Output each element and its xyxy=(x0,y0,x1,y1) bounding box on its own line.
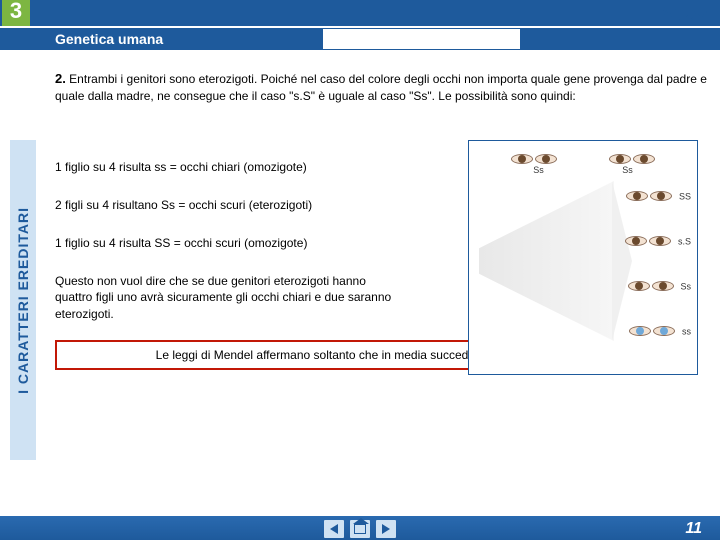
eye-pair-icon xyxy=(628,281,674,293)
publisher-logo: Atlas xyxy=(639,4,708,27)
sidebar: I CARATTERI EREDITARI xyxy=(10,140,36,460)
chapter-title: Genetica umana xyxy=(55,31,163,47)
title-bar: Genetica umana xyxy=(0,28,720,50)
prev-button[interactable] xyxy=(324,520,344,538)
intro-paragraph: 2. Entrambi i genitori sono eterozigoti.… xyxy=(55,70,708,104)
punnett-diagram: Ss Ss SS s.S Ss ss xyxy=(468,140,698,375)
home-button[interactable] xyxy=(350,520,370,538)
eye-pair-icon xyxy=(629,326,675,338)
eye-pair-icon xyxy=(625,236,671,248)
offspring-row: SS xyxy=(626,191,691,203)
offspring-row: ss xyxy=(629,326,691,338)
intro-lead: 2. xyxy=(55,71,66,86)
sidebar-label: I CARATTERI EREDITARI xyxy=(15,207,31,394)
outcome-item: 1 figlio su 4 risulta SS = occhi scuri (… xyxy=(55,235,325,251)
intro-text: Entrambi i genitori sono eterozigoti. Po… xyxy=(55,72,707,103)
page-number: 11 xyxy=(685,520,702,538)
top-bar: 3 xyxy=(0,0,720,26)
home-icon xyxy=(354,524,366,534)
arrow-right-icon xyxy=(382,524,390,534)
arrow-left-icon xyxy=(330,524,338,534)
outcome-item: 1 figlio su 4 risulta ss = occhi chiari … xyxy=(55,159,325,175)
conclusion-paragraph: Questo non vuol dire che se due genitori… xyxy=(55,273,405,322)
diagram-parent-genotypes: Ss Ss xyxy=(469,165,697,175)
offspring-row: Ss xyxy=(628,281,691,293)
slide: 3 Genetica umana Atlas I CARATTERI EREDI… xyxy=(0,0,720,540)
nav-controls xyxy=(324,520,396,540)
eye-pair-icon xyxy=(626,191,672,203)
chapter-number: 3 xyxy=(2,0,30,26)
arrow-icon xyxy=(479,181,632,341)
next-button[interactable] xyxy=(376,520,396,538)
globe-icon xyxy=(639,7,657,25)
offspring-row: s.S xyxy=(625,236,691,248)
outcome-item: 2 figli su 4 risultano Ss = occhi scuri … xyxy=(55,197,325,213)
title-inset xyxy=(323,29,520,49)
